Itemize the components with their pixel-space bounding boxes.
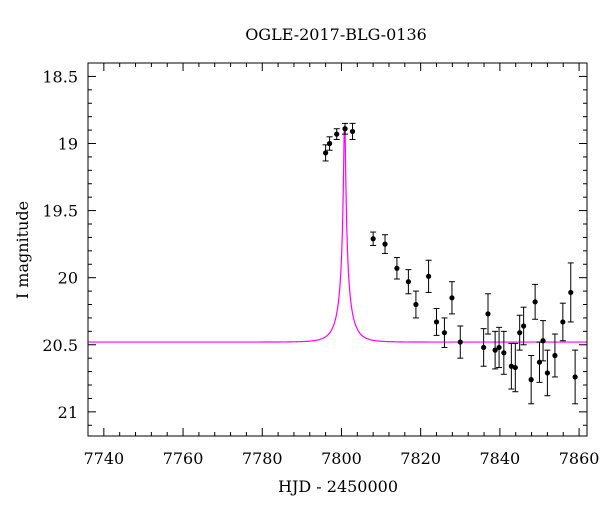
point-marker bbox=[413, 301, 419, 308]
model-curve bbox=[88, 125, 587, 343]
data-point bbox=[532, 283, 539, 320]
x-tick-labels: 7740 7760 7780 7800 7820 7840 7860 bbox=[83, 449, 599, 468]
point-marker bbox=[544, 370, 550, 376]
point-marker bbox=[382, 241, 388, 247]
point-marker bbox=[512, 364, 518, 371]
data-point bbox=[551, 333, 558, 378]
data-point bbox=[540, 320, 547, 362]
data-point bbox=[492, 330, 499, 370]
data-point bbox=[567, 262, 574, 323]
data-point bbox=[508, 342, 515, 390]
point-marker bbox=[334, 131, 340, 137]
x-tick-label: 7780 bbox=[242, 449, 283, 468]
data-point bbox=[349, 122, 356, 140]
data-point bbox=[448, 281, 455, 315]
x-tick-label: 7860 bbox=[559, 449, 600, 468]
x-tick-label: 7740 bbox=[83, 449, 124, 468]
point-marker bbox=[508, 363, 514, 369]
x-tick-label: 7840 bbox=[480, 449, 521, 468]
data-point bbox=[326, 136, 333, 151]
point-marker bbox=[560, 319, 566, 325]
data-point bbox=[322, 144, 329, 162]
data-point bbox=[425, 259, 432, 293]
y-tick-labels: 18.5 19 19.5 20 20.5 21 bbox=[42, 67, 78, 421]
x-tick-label: 7760 bbox=[163, 449, 204, 468]
x-tick-label: 7800 bbox=[321, 449, 362, 468]
point-marker bbox=[394, 265, 400, 271]
point-marker bbox=[552, 352, 558, 359]
plot-frame bbox=[87, 62, 588, 437]
data-point bbox=[480, 328, 487, 367]
point-marker bbox=[521, 323, 527, 329]
data-point bbox=[520, 306, 527, 346]
y-tick-label: 21 bbox=[58, 403, 78, 422]
point-marker bbox=[528, 377, 534, 383]
point-marker bbox=[481, 344, 487, 351]
data-point bbox=[544, 349, 551, 397]
data-point bbox=[572, 349, 579, 405]
point-marker bbox=[370, 236, 376, 242]
point-marker bbox=[449, 295, 455, 301]
point-marker bbox=[441, 330, 448, 336]
data-point bbox=[536, 341, 543, 383]
data-point bbox=[370, 231, 377, 246]
data-point bbox=[393, 257, 400, 280]
data-point bbox=[500, 330, 507, 375]
point-marker bbox=[496, 344, 502, 351]
y-tick-label: 20.5 bbox=[42, 336, 78, 355]
point-marker bbox=[492, 347, 498, 353]
point-marker bbox=[485, 311, 491, 317]
data-point bbox=[433, 308, 440, 336]
point-marker bbox=[568, 289, 574, 296]
data-point bbox=[382, 234, 389, 255]
point-marker bbox=[326, 140, 333, 147]
point-marker bbox=[405, 279, 411, 285]
data-point bbox=[342, 122, 349, 135]
point-marker bbox=[457, 339, 463, 345]
data-points-layer bbox=[322, 122, 579, 405]
point-marker bbox=[342, 126, 348, 132]
y-tick-label: 19.5 bbox=[42, 202, 78, 221]
y-tick-label: 19 bbox=[58, 135, 78, 154]
y-tick-label: 18.5 bbox=[42, 67, 78, 86]
data-point bbox=[484, 293, 491, 335]
data-point bbox=[528, 354, 535, 405]
data-point bbox=[405, 269, 412, 295]
point-marker bbox=[433, 319, 440, 325]
axis-ticks bbox=[87, 62, 587, 436]
point-marker bbox=[323, 150, 329, 156]
data-point bbox=[496, 326, 503, 369]
point-marker bbox=[572, 374, 578, 380]
point-marker bbox=[532, 299, 538, 305]
y-tick-label: 20 bbox=[58, 269, 78, 288]
point-marker bbox=[501, 350, 507, 356]
data-point bbox=[512, 342, 519, 393]
x-axis-label: HJD - 2450000 bbox=[278, 477, 398, 496]
point-marker bbox=[425, 273, 432, 279]
data-point bbox=[412, 290, 419, 319]
data-point bbox=[333, 128, 340, 140]
y-axis-label: I magnitude bbox=[13, 201, 32, 299]
x-tick-label: 7820 bbox=[400, 449, 441, 468]
chart-title: OGLE-2017-BLG-0136 bbox=[245, 25, 427, 44]
model-curve-layer bbox=[88, 125, 587, 343]
data-point bbox=[441, 317, 448, 348]
point-marker bbox=[349, 128, 356, 135]
point-marker bbox=[517, 330, 523, 336]
data-point bbox=[559, 302, 566, 342]
point-marker bbox=[540, 338, 546, 344]
data-point bbox=[516, 314, 523, 351]
data-point bbox=[457, 325, 464, 359]
